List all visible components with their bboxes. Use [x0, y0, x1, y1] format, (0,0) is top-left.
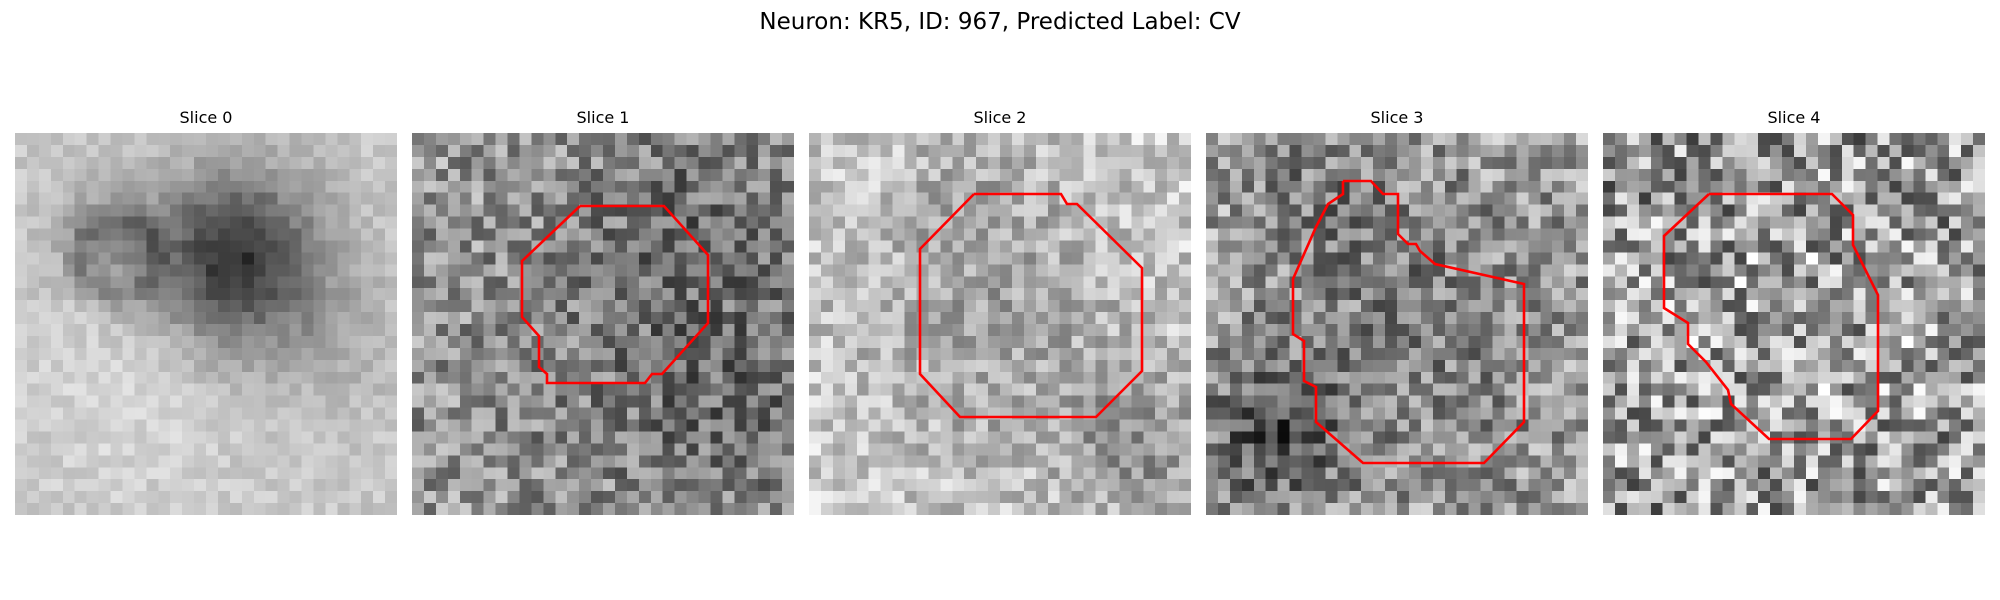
slice-pixels — [1206, 133, 1588, 515]
slice-image — [1206, 133, 1588, 515]
slice-image — [809, 133, 1191, 515]
panel-title: Slice 3 — [1370, 108, 1424, 127]
slice-pixels — [15, 133, 397, 515]
slice-image — [15, 133, 397, 515]
panel-title: Slice 1 — [576, 108, 630, 127]
panel-title: Slice 2 — [973, 108, 1027, 127]
segmentation-contour — [918, 192, 1144, 419]
segmentation-contour — [1291, 179, 1526, 465]
slice-pixels — [1603, 133, 1985, 515]
slice-image — [412, 133, 794, 515]
figure-title: Neuron: KR5, ID: 967, Predicted Label: C… — [759, 9, 1241, 35]
segmentation-contour — [1662, 192, 1880, 441]
segmentation-contour — [520, 204, 710, 385]
slice-image — [1603, 133, 1985, 515]
slice-pixels — [412, 133, 794, 515]
slice-pixels — [809, 133, 1191, 515]
panel-title: Slice 4 — [1767, 108, 1821, 127]
panel-title: Slice 0 — [179, 108, 233, 127]
